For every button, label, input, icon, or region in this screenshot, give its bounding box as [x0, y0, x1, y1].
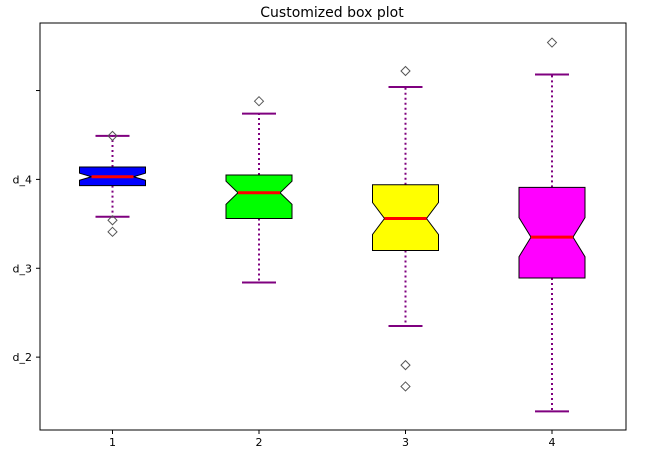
- x-tick-label: 1: [109, 436, 116, 449]
- x-tick-label: 2: [256, 436, 263, 449]
- box-group: [372, 65, 439, 392]
- y-tick-label: d_4: [13, 173, 32, 186]
- box-body: [225, 174, 293, 220]
- box-body: [518, 186, 586, 279]
- flier-point: [107, 130, 118, 142]
- flier-point: [546, 37, 558, 48]
- flier-point: [253, 95, 265, 107]
- flier-point: [107, 226, 118, 238]
- chart-title: Customized box plot: [260, 5, 404, 21]
- box-group: [518, 37, 586, 413]
- flier-point: [400, 65, 411, 77]
- flier-point: [400, 381, 411, 392]
- flier-point: [107, 215, 118, 226]
- plot-frame: [39, 22, 627, 431]
- plot-layer: d_2 d_3 d_4 1 2 3 4: [13, 37, 586, 449]
- flier-point: [400, 359, 411, 371]
- box-group: [225, 95, 293, 284]
- box-group: [79, 130, 146, 238]
- y-tick-label: d_2: [13, 351, 32, 364]
- x-tick-label: 4: [549, 436, 556, 449]
- x-tick-label: 3: [402, 436, 409, 449]
- y-tick-label: d_3: [13, 262, 32, 275]
